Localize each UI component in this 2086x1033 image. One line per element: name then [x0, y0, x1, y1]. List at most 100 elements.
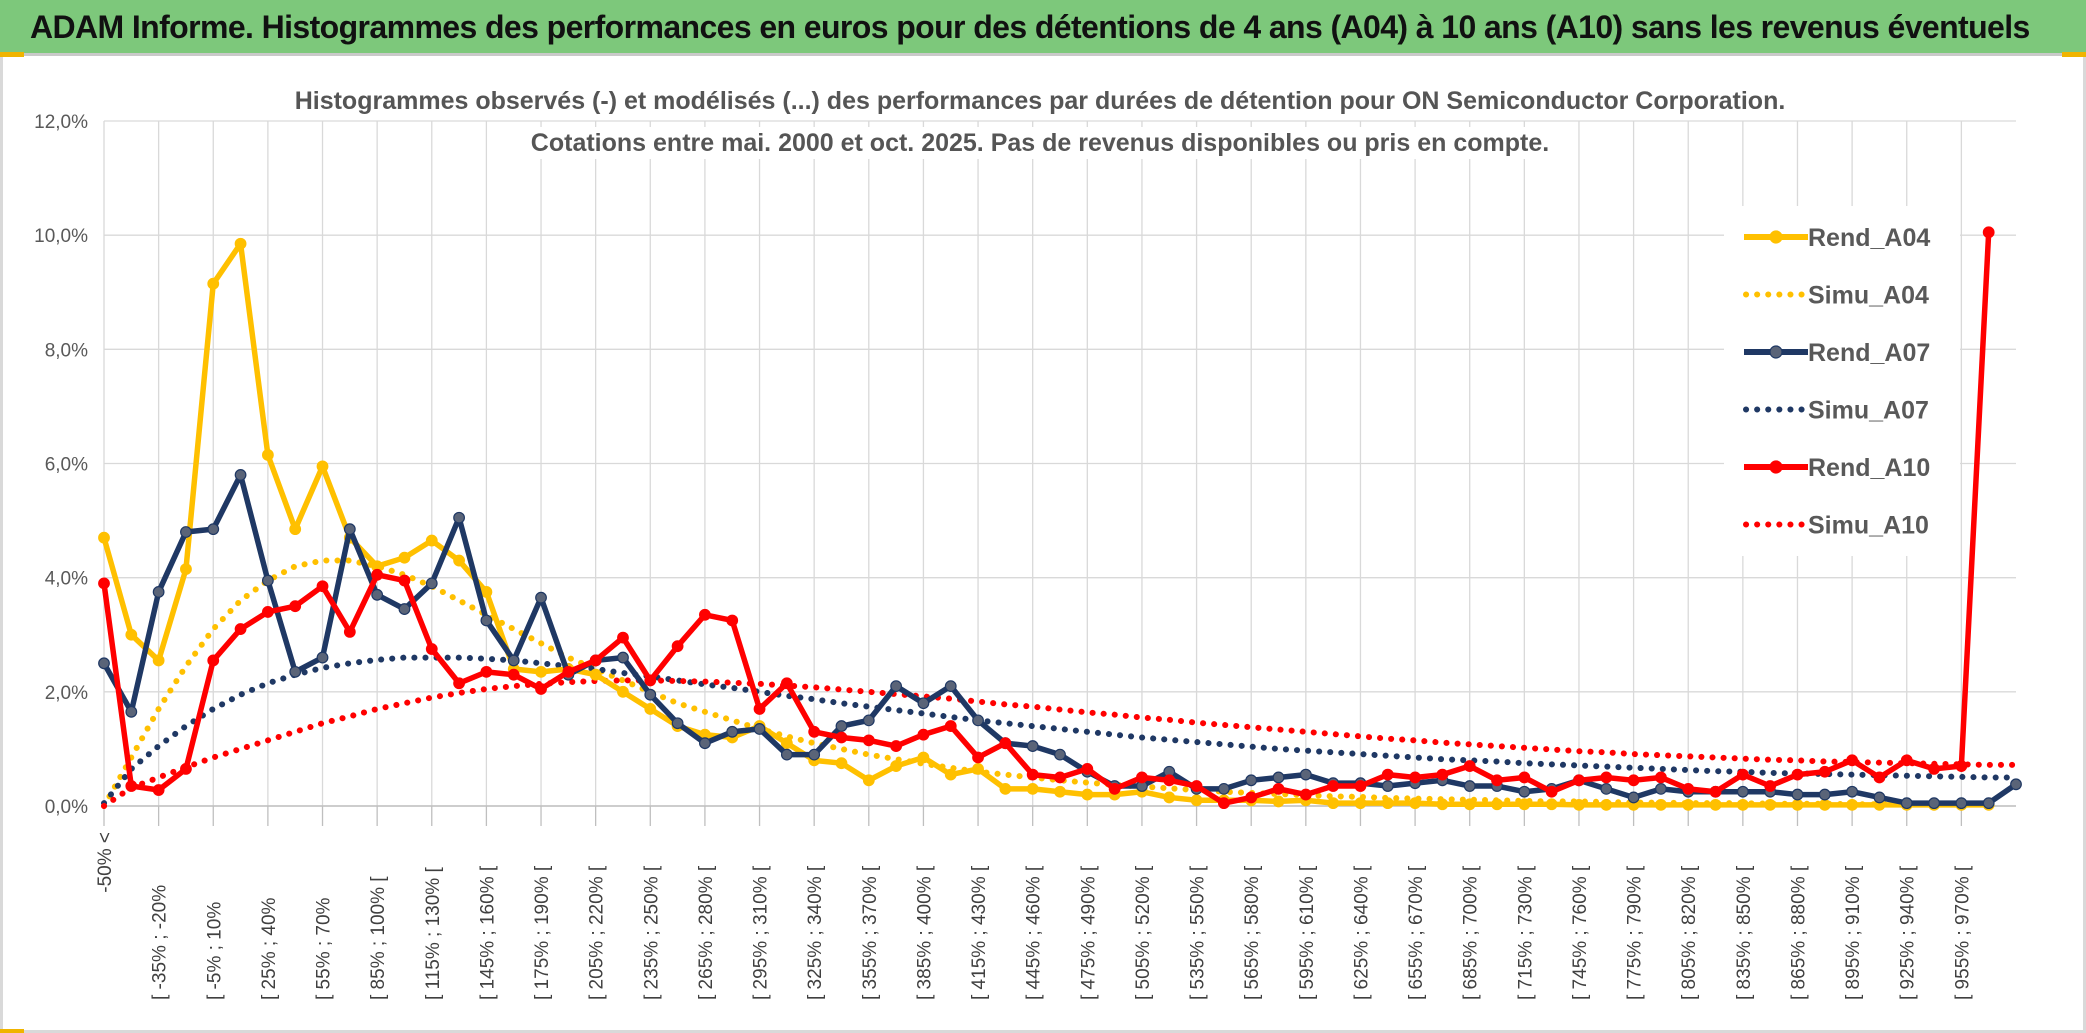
data-point — [98, 531, 110, 544]
data-point — [125, 780, 138, 792]
data-point — [1600, 771, 1613, 784]
data-point — [1955, 797, 1968, 810]
data-point — [261, 606, 274, 618]
x-tick-label: [ 85% ; 100% [ — [368, 876, 389, 1000]
data-point — [480, 586, 493, 598]
data-point — [1627, 774, 1640, 787]
data-point — [726, 725, 739, 738]
y-tick-label: 0,0% — [45, 797, 88, 818]
x-tick-label: [ 775% ; 790% [ — [1625, 865, 1646, 1000]
legend-label: Simu_A04 — [1808, 282, 1929, 310]
data-point — [1818, 798, 1831, 811]
data-point — [1163, 774, 1176, 787]
data-point — [1054, 785, 1066, 798]
data-point — [1272, 771, 1285, 784]
series-line — [101, 232, 1992, 806]
data-point — [480, 614, 493, 627]
data-point — [1217, 782, 1230, 795]
data-point — [98, 657, 110, 670]
x-tick-label: [ 175% ; 190% [ — [532, 865, 553, 1000]
x-tick-label: [ 835% ; 850% [ — [1734, 865, 1755, 1000]
data-point — [1518, 785, 1531, 798]
data-point — [371, 588, 384, 601]
data-point — [835, 731, 848, 744]
chart-legend: Rend_A04 Simu_A04 Rend_A07 Simu_A07 Rend_A10… — [1724, 206, 1960, 556]
data-point — [1791, 768, 1804, 781]
x-tick-label: [ 475% ; 490% [ — [1078, 865, 1099, 1000]
data-point — [1054, 771, 1066, 784]
data-point — [1108, 782, 1121, 795]
data-point — [780, 677, 793, 690]
data-point — [589, 654, 602, 667]
x-tick-label: [ 685% ; 700% [ — [1461, 865, 1482, 1000]
legend-label: Simu_A07 — [1808, 397, 1929, 425]
x-tick-label: [ -35% ; -20% — [150, 885, 171, 1000]
data-point — [1600, 798, 1613, 811]
x-tick-label: [ 55% ; 70% — [314, 897, 335, 1000]
y-axis: 0,0% 2,0% 4,0% 6,0% 8,0% 10,0% 12,0% — [34, 112, 88, 818]
data-point — [1381, 768, 1394, 781]
y-tick-label: 8,0% — [45, 340, 88, 361]
data-point — [152, 784, 165, 796]
data-point — [180, 762, 192, 775]
data-point — [1573, 798, 1585, 811]
data-point — [425, 534, 438, 547]
data-point — [1955, 760, 1968, 772]
x-tick-label: [ 745% ; 760% [ — [1570, 865, 1591, 1000]
data-point — [1818, 788, 1831, 801]
data-point — [180, 526, 192, 538]
data-point — [1081, 762, 1094, 775]
legend-item: Rend_A07 — [1744, 339, 1930, 367]
data-point — [1518, 798, 1531, 811]
data-point — [1245, 774, 1258, 787]
data-point — [862, 774, 875, 787]
data-point — [1709, 798, 1722, 811]
data-point — [289, 665, 302, 678]
data-point — [1736, 768, 1749, 781]
data-point — [1491, 798, 1503, 811]
data-point — [1791, 798, 1804, 811]
data-point — [699, 608, 711, 621]
data-point — [1054, 748, 1066, 761]
data-point — [1081, 788, 1094, 801]
data-point — [425, 577, 438, 590]
legend-label: Simu_A10 — [1808, 512, 1929, 540]
data-point — [1982, 797, 1995, 810]
data-point — [1736, 798, 1749, 811]
data-point — [1327, 780, 1340, 792]
x-tick-label: [ 805% ; 820% [ — [1679, 865, 1700, 1000]
legend-item: Rend_A10 — [1744, 454, 1930, 482]
series-layer — [98, 226, 2022, 811]
data-point — [671, 640, 684, 653]
data-point — [398, 551, 411, 564]
data-point — [999, 737, 1012, 750]
data-point — [1354, 780, 1367, 792]
data-point — [1163, 791, 1176, 804]
data-point — [316, 460, 329, 473]
data-point — [507, 668, 520, 681]
data-point — [917, 728, 930, 741]
data-point — [207, 523, 220, 536]
data-point — [1518, 771, 1531, 784]
data-point — [1655, 771, 1667, 784]
data-point — [1655, 782, 1667, 795]
title-backing — [288, 85, 1792, 117]
data-point — [699, 737, 711, 750]
data-point — [2010, 778, 2022, 791]
data-point — [371, 568, 384, 581]
data-point — [644, 674, 657, 687]
y-tick-label: 10,0% — [34, 226, 88, 247]
banner-corner-left — [0, 52, 24, 57]
x-tick-label: [ 655% ; 670% [ — [1406, 865, 1427, 1000]
data-point — [234, 237, 247, 250]
data-point — [1491, 774, 1503, 787]
data-point — [1764, 780, 1777, 792]
data-point — [1545, 798, 1558, 811]
data-point — [917, 697, 930, 710]
data-point — [808, 725, 821, 738]
data-point — [1900, 754, 1913, 767]
data-point — [1463, 760, 1476, 772]
report-banner: ADAM Informe. Histogrammes des performan… — [0, 0, 2086, 56]
legend-item: Simu_A10 — [1743, 512, 1929, 540]
x-tick-label: [ 265% ; 280% [ — [696, 865, 717, 1000]
